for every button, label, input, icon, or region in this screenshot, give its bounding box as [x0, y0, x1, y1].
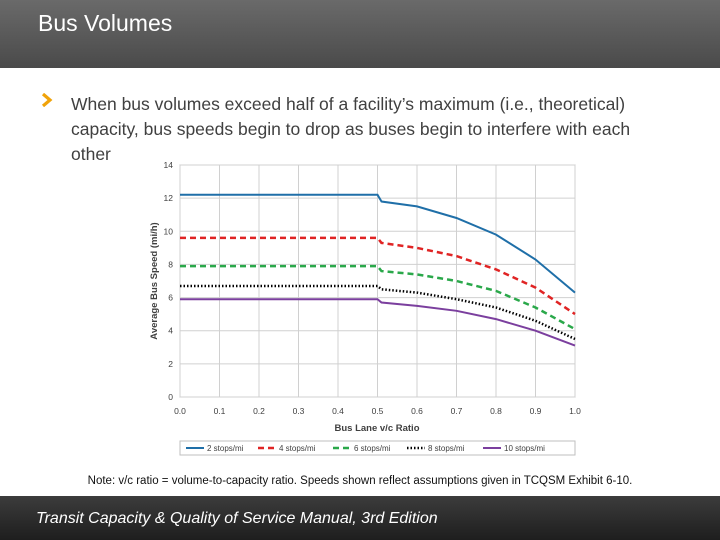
x-tick-label: 0.6 [411, 406, 423, 416]
y-tick-label: 8 [168, 259, 173, 269]
y-tick-label: 14 [164, 160, 174, 170]
legend-label: 4 stops/mi [279, 444, 316, 453]
slide-title: Bus Volumes [38, 10, 173, 36]
x-tick-label: 0.0 [174, 406, 186, 416]
x-tick-label: 0.9 [530, 406, 542, 416]
legend-box [179, 440, 576, 456]
legend-label: 10 stops/mi [504, 444, 545, 453]
y-tick-label: 12 [164, 193, 174, 203]
speed-vs-vc-chart: 0 2 4 6 8 10 12 14 0.0 0.1 0.2 0.3 0.4 0.5 0.6 0.7 0.8 0.… [149, 160, 582, 456]
chevron-right-icon [41, 93, 53, 107]
axes: 0 2 4 6 8 10 12 14 0.0 0.1 0.2 0.3 0.4 0.5 0.6 0.7 0.8 0.… [164, 160, 582, 416]
legend-label: 6 stops/mi [354, 444, 391, 453]
slide-header: Bus Volumes [0, 0, 720, 68]
x-tick-label: 0.1 [214, 406, 226, 416]
legend-label: 8 stops/mi [428, 444, 465, 453]
chart-note: Note: v/c ratio = volume-to-capacity rat… [87, 475, 633, 487]
x-tick-label: 0.8 [490, 406, 502, 416]
series-line-5 [180, 298, 576, 347]
y-tick-label: 4 [168, 326, 173, 336]
x-tick-label: 0.5 [372, 406, 384, 416]
y-tick-label: 6 [168, 293, 173, 303]
bullet-text: When bus volumes exceed half of a facili… [71, 94, 631, 164]
x-tick-label: 0.3 [293, 406, 305, 416]
slide-footer: Transit Capacity & Quality of Service Ma… [0, 496, 720, 540]
legend: 2 stops/mi 4 stops/mi 6 stops/mi 8 stops/mi… [179, 440, 576, 456]
footer-text: Transit Capacity & Quality of Service Ma… [36, 510, 438, 527]
legend-label: 2 stops/mi [207, 444, 244, 453]
x-axis-label: Bus Lane v/c Ratio [335, 423, 420, 434]
y-tick-label: 0 [168, 392, 173, 402]
series-line-1 [180, 193, 576, 294]
y-tick-label: 10 [164, 226, 174, 236]
y-axis-label: Average Bus Speed (mi/h) [149, 222, 160, 339]
x-tick-label: 1.0 [569, 406, 581, 416]
grid-lines [179, 164, 576, 398]
y-tick-label: 2 [168, 359, 173, 369]
x-tick-label: 0.7 [451, 406, 463, 416]
series-lines [180, 193, 576, 347]
x-tick-label: 0.4 [332, 406, 344, 416]
x-tick-label: 0.2 [253, 406, 265, 416]
